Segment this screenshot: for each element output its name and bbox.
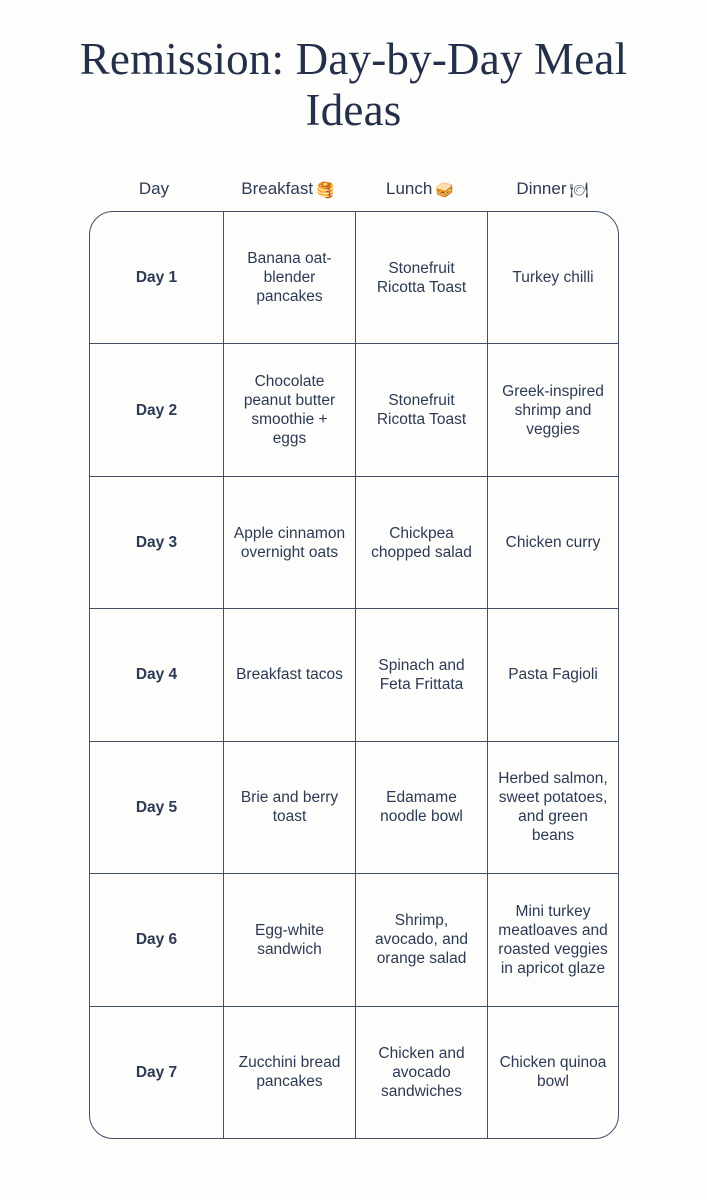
cell-dinner: Turkey chilli (487, 212, 618, 344)
cell-dinner: Pasta Fagioli (487, 609, 618, 741)
cell-lunch: Shrimp, avocado, and orange salad (355, 874, 487, 1006)
cell-breakfast: Apple cinnamon overnight oats (223, 476, 355, 609)
table-row: Day 3 Apple cinnamon overnight oats Chic… (90, 475, 618, 609)
cell-breakfast: Zucchini bread pancakes (223, 1006, 355, 1138)
pancakes-icon: 🥞 (316, 180, 335, 199)
cell-breakfast: Chocolate peanut butter smoothie + eggs (223, 344, 355, 476)
sandwich-icon: 🥪 (435, 180, 454, 199)
column-header-lunch: Lunch 🥪 (354, 178, 486, 201)
table-row: Day 7 Zucchini bread pancakes Chicken an… (90, 1005, 618, 1138)
table-row: Day 2 Chocolate peanut butter smoothie +… (90, 343, 618, 476)
cell-day: Day 7 (135, 1063, 178, 1081)
cell-day: Day 3 (135, 534, 178, 552)
cell-day: Day 1 (135, 269, 178, 287)
meal-plan-table: Day 1 Banana oat-blender pancakes Stonef… (89, 211, 619, 1139)
page-title: Remission: Day-by-Day Meal Ideas (79, 34, 628, 135)
cell-dinner: Greek-inspired shrimp and veggies (487, 344, 618, 476)
column-header-dinner-label: Dinner (516, 178, 567, 198)
table-row: Day 1 Banana oat-blender pancakes Stonef… (90, 212, 618, 344)
cell-breakfast: Egg-white sandwich (223, 874, 355, 1006)
cell-dinner: Chicken quinoa bowl (487, 1006, 618, 1138)
cell-dinner: Chicken curry (487, 476, 618, 609)
table-column-headers: Day Breakfast 🥞 Lunch 🥪 Dinner 🍽 (89, 174, 619, 204)
cell-lunch: Edamame noodle bowl (355, 741, 487, 874)
cell-breakfast: Breakfast tacos (223, 609, 355, 741)
cell-dinner: Herbed salmon, sweet potatoes, and green… (487, 741, 618, 874)
table-row: Day 5 Brie and berry toast Edamame noodl… (90, 740, 618, 874)
column-header-breakfast-label: Breakfast (241, 178, 314, 198)
cell-lunch: Stonefruit Ricotta Toast (355, 212, 487, 344)
column-header-breakfast: Breakfast 🥞 (222, 178, 354, 201)
column-header-day: Day (89, 178, 222, 201)
table-row: Day 6 Egg-white sandwich Shrimp, avocado… (90, 873, 618, 1006)
cell-dinner: Mini turkey meatloaves and roasted veggi… (487, 874, 618, 1006)
cell-day: Day 2 (135, 401, 178, 419)
cell-lunch: Spinach and Feta Frittata (355, 609, 487, 741)
plate-fork-knife-icon: 🍽 (569, 180, 589, 199)
cell-breakfast: Brie and berry toast (223, 741, 355, 874)
cell-day: Day 4 (135, 666, 178, 684)
table-row: Day 4 Breakfast tacos Spinach and Feta F… (90, 608, 618, 741)
cell-lunch: Chickpea chopped salad (355, 476, 487, 609)
cell-day: Day 5 (135, 798, 178, 816)
page-title-wrap: Remission: Day-by-Day Meal Ideas (0, 34, 707, 136)
cell-lunch: Stonefruit Ricotta Toast (355, 344, 487, 476)
cell-day: Day 6 (135, 931, 178, 949)
cell-breakfast: Banana oat-blender pancakes (223, 212, 355, 344)
column-header-lunch-label: Lunch (385, 178, 433, 198)
cell-lunch: Chicken and avocado sandwiches (355, 1006, 487, 1138)
column-header-dinner: Dinner 🍽 (486, 178, 619, 201)
column-header-day-label: Day (138, 178, 170, 198)
